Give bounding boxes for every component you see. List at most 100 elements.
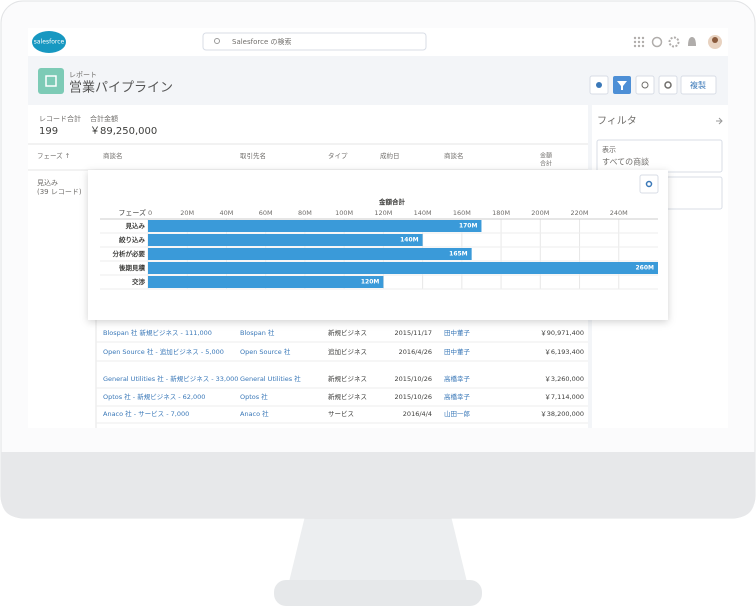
monitor-base [274,580,482,606]
report-label: レポート [69,71,97,79]
table-cell: 田中董子 [444,347,471,356]
x-tick-label: 220M [571,209,589,217]
table-cell: Optos 社 [240,392,268,401]
x-tick-label: 240M [610,209,628,217]
table-cell: 2015/10/26 [395,393,432,401]
x-tick-label: 20M [180,209,194,217]
column-header: タイプ [328,151,348,160]
x-tick-label: 140M [414,209,432,217]
table-cell: Anaco 社 [240,409,269,418]
chart-title: 金額合計 [378,197,406,206]
table-cell: ￥3,260,000 [544,375,584,383]
table-cell: Anaco 社 - サービス - 7,000 [103,409,189,418]
table-cell: Optos 社 - 新規ビジネス - 62,000 [103,392,205,401]
table-cell: 山田一郎 [444,409,471,418]
search-icon [214,38,220,44]
table-cell: Blospan 社 新規ビジネス - 111,000 [103,328,212,337]
table-cell: 高橋幸子 [444,392,471,401]
search-placeholder: Salesforce の検索 [232,37,291,46]
bell-icon[interactable] [688,37,696,46]
filter-item[interactable] [596,139,723,173]
settings-button[interactable] [658,75,678,95]
table-cell: サービス [328,409,354,418]
table-cell: ￥7,114,000 [544,393,584,401]
x-tick-label: 160M [453,209,471,217]
x-tick-label: 200M [531,209,549,217]
table-cell: General Utilities 社 [240,374,301,383]
refresh-glyph [596,82,602,88]
filter-item-label: 表示 [602,145,616,154]
table-cell: 田中董子 [444,328,471,337]
bar [148,276,384,288]
x-tick-label: 60M [259,209,273,217]
table-cell: 新規ビジネス [328,374,367,383]
column-header: 成約日 [380,151,400,160]
app-launcher[interactable] [633,36,645,48]
reload-button[interactable] [635,75,655,95]
logo [32,31,66,53]
reload-glyph [641,81,649,89]
y-tick-label: 交渉 [132,277,146,286]
avatar-hair [712,37,718,43]
group-name: 見込み [37,178,58,187]
x-tick-label: 120M [374,209,392,217]
x-tick-label: 100M [335,209,353,217]
search-box[interactable] [202,32,427,51]
filter-title: フィルタ [597,115,637,127]
x-tick-label: 80M [298,209,312,217]
table-cell: ￥90,971,400 [540,329,584,337]
help-icon[interactable] [651,36,663,48]
column-header: 金額 [540,152,552,160]
bar [148,220,482,232]
table-cell: ￥38,200,000 [540,410,584,418]
records-value: 199 [39,126,58,137]
table-cell: 2015/11/17 [395,329,432,337]
monitor-neck [288,516,468,586]
setup-icon[interactable] [668,36,680,48]
records-label: レコード合計 [39,114,81,123]
amount-label: 合計金額 [90,114,118,123]
chart-settings-button[interactable] [639,174,659,194]
group-count: (39 レコード) [37,188,82,196]
value-label: 120M [361,279,380,286]
value-label: 140M [400,237,419,244]
report-title: 営業パイプライン [69,80,173,96]
x-tick-label: 40M [220,209,234,217]
column-header: 商談名 [103,151,123,160]
logo-text: salesforce [34,39,65,46]
table-cell: 2015/10/26 [395,375,432,383]
filter-glyph [617,81,627,90]
filter-collapse[interactable] [716,117,723,125]
table-cell: ￥6,193,400 [544,348,584,356]
value-label: 260M [636,265,655,272]
amount-value: ￥89,250,000 [90,126,157,137]
table-cell: 2016/4/4 [403,410,432,418]
y-tick-label: 後期見積 [119,263,146,272]
y-tick-label: 見込み [125,221,146,230]
table-cell: Blospan 社 [240,328,275,337]
y-tick-label: 絞り込み [119,235,146,244]
x-tick-label: 180M [492,209,510,217]
settings-glyph [664,81,672,89]
y-tick-label: 分析が必要 [113,249,146,258]
table-cell: 新規ビジネス [328,328,367,337]
column-header: 商談名 [444,151,464,160]
table-cell: 2016/4/26 [399,348,432,356]
table-cell: Open Source 社 - 追加ビジネス - 5,000 [103,347,224,356]
table-cell: 新規ビジネス [328,392,367,401]
axis-title: フェーズ [118,208,146,217]
column-header: 取引先名 [240,151,266,160]
filter-item-value: すべての商談 [602,157,649,167]
clone-button[interactable] [680,75,717,95]
chart-settings-glyph [645,180,653,188]
value-label: 165M [449,251,468,258]
column-header: フェーズ ↑ [37,151,70,160]
value-label: 170M [459,223,478,230]
bar [148,234,423,246]
bar [148,262,658,274]
table-cell: General Utilities 社 - 新規ビジネス - 33,000 [103,374,238,383]
column-header: 合計 [540,160,552,168]
report-icon [38,68,64,94]
x-tick-label: 0 [148,209,152,217]
